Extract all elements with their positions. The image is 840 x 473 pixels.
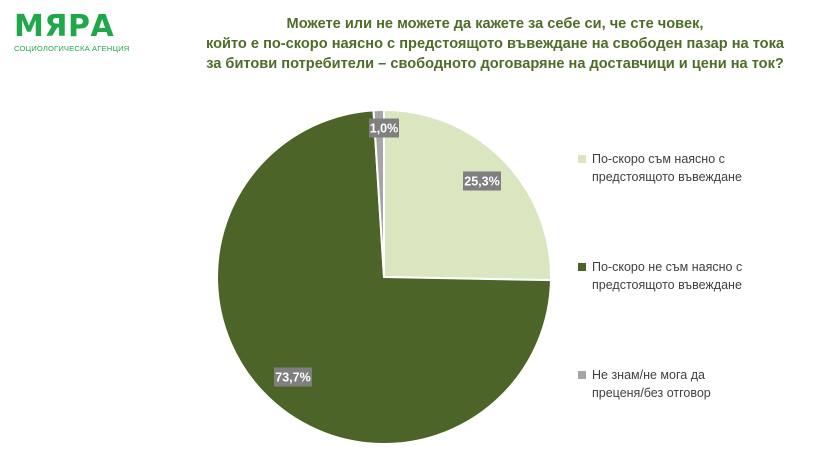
legend-label-line-1: Не знам/не мога да	[592, 368, 705, 382]
pie-slice-3	[372, 108, 385, 278]
legend-label-line-1: По-скоро съм наясно с	[592, 152, 725, 166]
data-label-1: 25,3%	[463, 171, 501, 191]
data-label-text: 25,3%	[464, 175, 499, 189]
legend-label: Не знам/не мога да преценя/без отговор	[592, 366, 711, 402]
legend-swatch	[578, 263, 586, 271]
legend-label: По-скоро не съм наясно с предстоящото във…	[592, 258, 742, 294]
legend-label-line-2: преценя/без отговор	[592, 386, 711, 400]
logo-subtitle: СОЦИОЛОГИЧЕСКА АГЕНЦИЯ	[14, 44, 130, 53]
data-label-3: 1,0%	[369, 118, 399, 138]
chart-title-line-2: който е по-скоро наясно с предстоящото в…	[205, 36, 785, 52]
data-label-box	[274, 367, 312, 387]
logo-wordmark: МЯРА	[14, 9, 115, 44]
data-label-box	[369, 118, 399, 138]
data-label-text: 73,7%	[275, 371, 310, 385]
data-label-text: 1,0%	[370, 122, 399, 136]
legend-swatch	[578, 155, 586, 163]
chart-title: Можете или не можете да кажете за себе с…	[150, 14, 840, 74]
legend-label-line-2: предстоящото въвеждане	[592, 278, 742, 292]
legend-label-line-2: предстоящото въвеждане	[592, 170, 742, 184]
brand-logo: МЯРА СОЦИОЛОГИЧЕСКА АГЕНЦИЯ	[14, 9, 130, 54]
pie-slice-1	[383, 108, 552, 282]
pie-slice-2	[216, 109, 552, 445]
legend-swatch	[578, 371, 586, 379]
chart-title-line-1: Можете или не можете да кажете за себе с…	[286, 16, 704, 32]
data-label-2: 73,7%	[274, 367, 312, 387]
data-label-box	[463, 171, 501, 191]
legend-label: По-скоро съм наясно с предстоящото въвежд…	[592, 150, 742, 186]
chart-title-line-3: за битови потребители – свободното догов…	[206, 56, 784, 72]
legend-label-line-1: По-скоро не съм наясно с	[592, 260, 743, 274]
